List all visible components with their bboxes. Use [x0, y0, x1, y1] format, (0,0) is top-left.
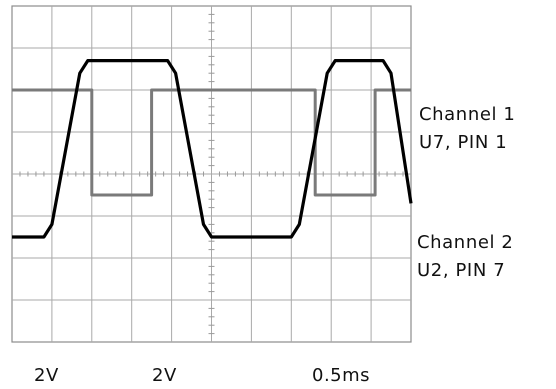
channel-1-trace: [12, 88, 411, 197]
channel-2-label: Channel 2: [417, 232, 513, 253]
channel-1-pin-label: U7, PIN 1: [419, 132, 507, 153]
traces: [12, 58, 413, 239]
channel-1-volts-per-div: 2V: [34, 365, 59, 386]
channel-2-volts-per-div: 2V: [152, 365, 177, 386]
graticule: [11, 5, 412, 343]
channel-2-trace: [12, 58, 413, 239]
channel-2-pin-label: U2, PIN 7: [417, 260, 505, 281]
channel-1-label: Channel 1: [419, 104, 515, 125]
timebase-setting: 0.5ms: [312, 365, 370, 386]
